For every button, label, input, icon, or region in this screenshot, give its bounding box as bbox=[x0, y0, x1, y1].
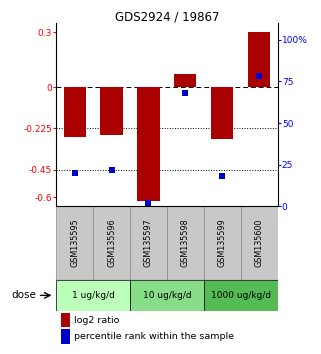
Bar bbox=[64, 87, 86, 137]
Bar bbox=[137, 87, 160, 201]
Text: GSM135600: GSM135600 bbox=[255, 219, 264, 267]
Text: GSM135595: GSM135595 bbox=[70, 219, 79, 267]
Bar bbox=[241, 206, 278, 280]
Point bbox=[109, 167, 114, 172]
Bar bbox=[61, 330, 70, 344]
Text: 10 ug/kg/d: 10 ug/kg/d bbox=[143, 291, 191, 300]
Bar bbox=[56, 280, 130, 311]
Point bbox=[220, 173, 225, 179]
Bar bbox=[204, 206, 241, 280]
Text: GSM135596: GSM135596 bbox=[107, 219, 116, 267]
Bar bbox=[211, 87, 233, 138]
Bar bbox=[61, 313, 70, 327]
Bar bbox=[174, 74, 196, 87]
Text: 1000 ug/kg/d: 1000 ug/kg/d bbox=[211, 291, 271, 300]
Text: dose: dose bbox=[11, 290, 36, 301]
Bar bbox=[130, 206, 167, 280]
Point bbox=[183, 90, 188, 96]
Point bbox=[146, 200, 151, 206]
Bar bbox=[100, 87, 123, 135]
Point bbox=[72, 170, 77, 176]
Text: 1 ug/kg/d: 1 ug/kg/d bbox=[72, 291, 115, 300]
Text: log2 ratio: log2 ratio bbox=[74, 316, 120, 325]
Bar bbox=[167, 206, 204, 280]
Point bbox=[256, 74, 262, 79]
Bar bbox=[204, 280, 278, 311]
Text: GSM135598: GSM135598 bbox=[181, 219, 190, 267]
Bar bbox=[56, 206, 93, 280]
Text: GSM135597: GSM135597 bbox=[144, 219, 153, 267]
Text: GSM135599: GSM135599 bbox=[218, 219, 227, 267]
Bar bbox=[130, 280, 204, 311]
Text: percentile rank within the sample: percentile rank within the sample bbox=[74, 332, 234, 341]
Title: GDS2924 / 19867: GDS2924 / 19867 bbox=[115, 10, 219, 23]
Bar bbox=[248, 32, 270, 87]
Bar bbox=[93, 206, 130, 280]
